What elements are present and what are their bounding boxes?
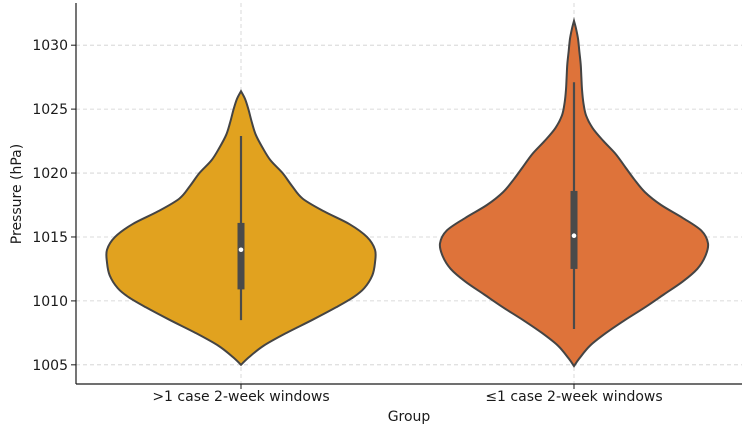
y-tick-label: 1025: [32, 102, 68, 118]
x-tick-label: >1 case 2-week windows: [152, 389, 329, 405]
violin-iqr-box: [237, 222, 245, 290]
tick-layer: 1005 1010 1015 1020 1025 1030 >1 case 2-week w…: [32, 38, 662, 405]
axes-layer: [75, 3, 742, 385]
violin-layer: [105, 17, 710, 368]
y-axis-label: Pressure (hPa): [9, 144, 25, 244]
y-tick-label: 1010: [32, 294, 68, 310]
y-tick-label: 1015: [32, 230, 68, 246]
x-tick-label: ≤1 case 2-week windows: [485, 389, 662, 405]
violin-median-marker: [571, 233, 577, 238]
x-axis-label: Group: [388, 409, 431, 425]
y-tick-label: 1030: [32, 38, 68, 54]
violin-iqr-box: [570, 190, 578, 269]
y-tick-label: 1005: [32, 358, 68, 374]
violin-median-marker: [238, 247, 244, 253]
y-tick-label: 1020: [32, 166, 68, 182]
